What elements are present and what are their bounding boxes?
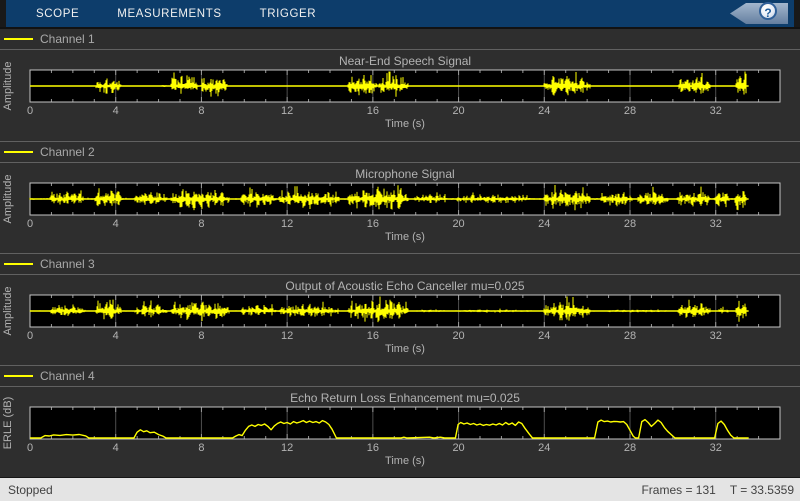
svg-text:4: 4 bbox=[113, 105, 119, 117]
svg-text:8: 8 bbox=[198, 218, 204, 230]
tab-scope[interactable]: SCOPE bbox=[36, 8, 79, 20]
svg-text:24: 24 bbox=[538, 330, 550, 342]
plot-canvas-channel-4[interactable]: Echo Return Loss Enhancement mu=0.025 ERL… bbox=[0, 387, 800, 477]
svg-text:24: 24 bbox=[538, 442, 550, 454]
svg-text:Amplitude: Amplitude bbox=[2, 287, 14, 336]
svg-text:ERLE (dB): ERLE (dB) bbox=[2, 397, 14, 450]
status-counters: Frames = 131 T = 33.5359 bbox=[641, 483, 800, 497]
svg-text:24: 24 bbox=[538, 218, 550, 230]
status-time: T = 33.5359 bbox=[730, 483, 794, 497]
channel-2-section: Channel 2 Microphone Signal Amplitude 0 4 8 1… bbox=[0, 141, 800, 253]
scope-window: SCOPE MEASUREMENTS TRIGGER ? Channel 1 N… bbox=[0, 0, 800, 500]
svg-text:32: 32 bbox=[710, 218, 722, 230]
svg-text:20: 20 bbox=[452, 218, 464, 230]
svg-text:0: 0 bbox=[27, 442, 33, 454]
svg-text:Microphone Signal: Microphone Signal bbox=[355, 167, 454, 181]
svg-text:32: 32 bbox=[710, 330, 722, 342]
svg-text:Time (s): Time (s) bbox=[385, 343, 425, 355]
svg-text:Amplitude: Amplitude bbox=[2, 175, 14, 224]
svg-text:12: 12 bbox=[281, 442, 293, 454]
legend-label-channel-1: Channel 1 bbox=[40, 32, 95, 46]
plot-canvas-channel-2[interactable]: Microphone Signal Amplitude 0 4 8 12 16 20 24 28 3… bbox=[0, 163, 800, 253]
legend-label-channel-4: Channel 4 bbox=[40, 369, 95, 383]
svg-text:20: 20 bbox=[452, 442, 464, 454]
channel-2-line-swatch-icon bbox=[4, 151, 33, 153]
legend-channel-4[interactable]: Channel 4 bbox=[0, 365, 800, 387]
svg-text:Time (s): Time (s) bbox=[385, 118, 425, 130]
legend-channel-3[interactable]: Channel 3 bbox=[0, 253, 800, 275]
status-frames: Frames = 131 bbox=[641, 483, 715, 497]
svg-text:12: 12 bbox=[281, 218, 293, 230]
svg-text:4: 4 bbox=[113, 330, 119, 342]
svg-text:28: 28 bbox=[624, 218, 636, 230]
svg-text:Echo Return Loss Enhancement m: Echo Return Loss Enhancement mu=0.025 bbox=[290, 391, 520, 405]
plot-canvas-channel-1[interactable]: Near-End Speech Signal Amplitude 0 4 8 12 16 20… bbox=[0, 50, 800, 140]
legend-label-channel-3: Channel 3 bbox=[40, 257, 95, 271]
svg-text:16: 16 bbox=[367, 330, 379, 342]
svg-text:28: 28 bbox=[624, 105, 636, 117]
svg-text:Amplitude: Amplitude bbox=[2, 62, 14, 111]
svg-text:Time (s): Time (s) bbox=[385, 231, 425, 243]
svg-text:8: 8 bbox=[198, 330, 204, 342]
channel-4-section: Channel 4 Echo Return Loss Enhancement m… bbox=[0, 365, 800, 477]
channel-3-section: Channel 3 Output of Acoustic Echo Cancel… bbox=[0, 253, 800, 365]
svg-text:0: 0 bbox=[27, 218, 33, 230]
svg-text:28: 28 bbox=[624, 330, 636, 342]
svg-text:8: 8 bbox=[198, 105, 204, 117]
legend-label-channel-2: Channel 2 bbox=[40, 145, 95, 159]
tab-measurements[interactable]: MEASUREMENTS bbox=[117, 8, 221, 20]
toolstrip: SCOPE MEASUREMENTS TRIGGER ? bbox=[0, 0, 800, 29]
svg-text:0: 0 bbox=[27, 330, 33, 342]
status-bar: Stopped Frames = 131 T = 33.5359 bbox=[0, 477, 800, 501]
legend-channel-2[interactable]: Channel 2 bbox=[0, 141, 800, 163]
tab-trigger[interactable]: TRIGGER bbox=[260, 8, 317, 20]
svg-text:20: 20 bbox=[452, 330, 464, 342]
status-state: Stopped bbox=[0, 483, 53, 497]
svg-text:20: 20 bbox=[452, 105, 464, 117]
plot-canvas-channel-3[interactable]: Output of Acoustic Echo Canceller mu=0.0… bbox=[0, 275, 800, 365]
svg-text:4: 4 bbox=[113, 442, 119, 454]
svg-text:28: 28 bbox=[624, 442, 636, 454]
svg-text:Near-End Speech Signal: Near-End Speech Signal bbox=[339, 54, 471, 68]
channel-1-line-swatch-icon bbox=[4, 38, 33, 40]
channel-4-line-swatch-icon bbox=[4, 375, 33, 377]
legend-channel-1[interactable]: Channel 1 bbox=[0, 29, 800, 50]
svg-text:Time (s): Time (s) bbox=[385, 455, 425, 467]
svg-text:24: 24 bbox=[538, 105, 550, 117]
svg-text:0: 0 bbox=[27, 105, 33, 117]
toolstrip-tab-bar: SCOPE MEASUREMENTS TRIGGER ? bbox=[6, 0, 794, 27]
svg-text:Output of Acoustic Echo Cancel: Output of Acoustic Echo Canceller mu=0.0… bbox=[285, 279, 524, 293]
svg-text:16: 16 bbox=[367, 218, 379, 230]
svg-text:12: 12 bbox=[281, 330, 293, 342]
svg-text:8: 8 bbox=[198, 442, 204, 454]
help-button[interactable]: ? bbox=[759, 2, 777, 20]
channel-3-line-swatch-icon bbox=[4, 263, 33, 265]
svg-text:4: 4 bbox=[113, 218, 119, 230]
svg-text:12: 12 bbox=[281, 105, 293, 117]
svg-text:16: 16 bbox=[367, 105, 379, 117]
svg-text:32: 32 bbox=[710, 442, 722, 454]
svg-text:32: 32 bbox=[710, 105, 722, 117]
channel-1-section: Channel 1 Near-End Speech Signal Amplitud… bbox=[0, 29, 800, 141]
svg-text:16: 16 bbox=[367, 442, 379, 454]
